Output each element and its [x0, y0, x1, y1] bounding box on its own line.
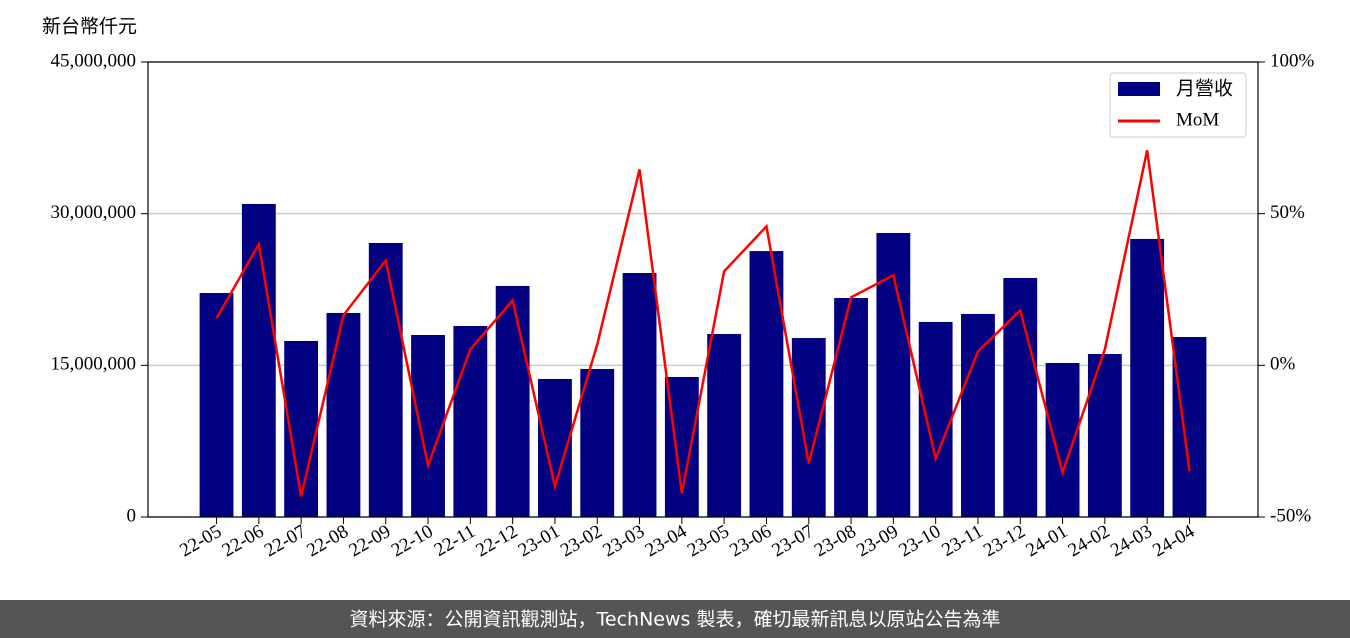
- footer: 資料來源：公開資訊觀測站，TechNews 製表，確切最新訊息以原站公告為準: [350, 609, 1001, 631]
- x-tick-label: 23-02: [557, 521, 606, 561]
- x-tick-label: 23-03: [599, 521, 648, 561]
- y-tick-label: 45,000,000: [51, 50, 137, 71]
- x-tick-label: 23-04: [642, 521, 691, 562]
- x-tick-label: 23-11: [938, 521, 986, 561]
- x-tick-label: 24-02: [1065, 521, 1114, 561]
- bar: [1087, 354, 1122, 517]
- bar: [834, 297, 868, 517]
- x-tick-label: 22-05: [176, 521, 225, 561]
- y-tick-label: 30,000,000: [51, 202, 137, 223]
- bar: [368, 242, 403, 517]
- bar: [707, 333, 742, 517]
- line: [215, 150, 1191, 497]
- bar: [453, 326, 488, 517]
- x-tick-label: 23-12: [980, 521, 1029, 561]
- x-tick-label: 23-06: [726, 521, 775, 561]
- x-tick-label: 23-10: [895, 521, 944, 561]
- bar: [495, 285, 530, 517]
- x-tick-label: 22-07: [261, 521, 310, 561]
- bar: [918, 321, 953, 517]
- bar: [580, 368, 615, 517]
- bar: [1003, 277, 1038, 517]
- x-tick-label: 22-08: [303, 521, 352, 561]
- bar: [1130, 238, 1165, 517]
- y-tick-label: 0: [127, 505, 137, 526]
- legend-label: 月營收: [1176, 78, 1233, 100]
- y2-tick-label: 0%: [1270, 354, 1296, 375]
- x-tick-label: 23-09: [853, 521, 902, 561]
- y2-tick-label: -50%: [1270, 505, 1311, 526]
- x-tick-label: 22-12: [472, 521, 521, 561]
- x-tick-label: 22-10: [388, 521, 437, 561]
- x-tick-label: 23-05: [684, 521, 733, 561]
- bar: [961, 313, 995, 517]
- bar: [241, 203, 276, 517]
- bar: [1172, 337, 1207, 517]
- y-tick-label: 15,000,000: [51, 354, 137, 375]
- x-tick-label: 23-01: [515, 521, 564, 561]
- x-tick-label: 23-07: [769, 521, 818, 561]
- x-tick-label: 24-01: [1022, 521, 1071, 561]
- legend-label: MoM: [1176, 109, 1219, 130]
- x-tick-label: 24-04: [1149, 521, 1198, 562]
- plot-frame: [147, 61, 1259, 518]
- y-axis-label: 新台幣仟元: [42, 16, 137, 38]
- footer-bar: [0, 600, 1350, 638]
- x-tick-label: 22-06: [219, 521, 268, 561]
- x-tick-label: 23-08: [811, 521, 860, 561]
- bar: [326, 312, 361, 517]
- bar: [411, 335, 445, 517]
- x-tick-label: 24-03: [1107, 521, 1156, 561]
- bar: [622, 273, 657, 517]
- legend-swatch: [1118, 82, 1160, 96]
- y2-tick-label: 100%: [1270, 50, 1315, 71]
- y2-tick-label: 50%: [1270, 202, 1305, 223]
- x-tick-label: 22-09: [346, 521, 395, 561]
- bar: [199, 293, 234, 517]
- bar: [791, 338, 826, 517]
- x-tick-label: 22-11: [431, 521, 479, 561]
